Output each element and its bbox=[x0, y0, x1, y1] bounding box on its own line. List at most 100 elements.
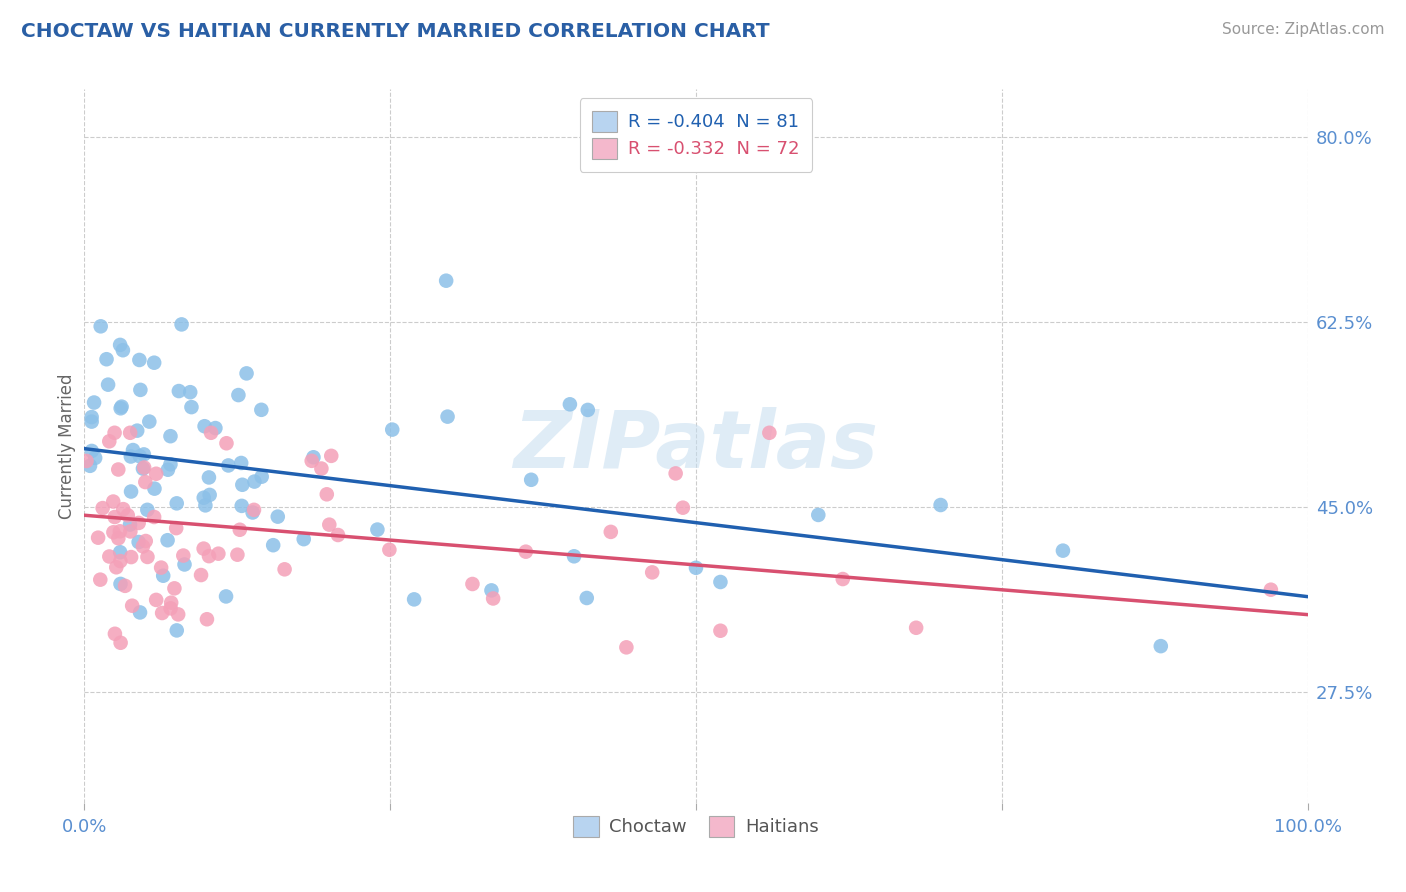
Point bbox=[83, 395, 105, 409]
Point bbox=[1052, 543, 1074, 558]
Point bbox=[170, 318, 193, 332]
Text: Source: ZipAtlas.com: Source: ZipAtlas.com bbox=[1222, 22, 1385, 37]
Point bbox=[215, 436, 238, 450]
Point bbox=[576, 403, 599, 417]
Point bbox=[156, 463, 179, 477]
Point bbox=[108, 524, 131, 539]
Point bbox=[198, 549, 221, 563]
Point bbox=[121, 599, 143, 613]
Point bbox=[434, 274, 457, 288]
Point bbox=[758, 425, 780, 440]
Point bbox=[159, 601, 181, 615]
Point bbox=[599, 524, 621, 539]
Point bbox=[110, 554, 132, 568]
Point bbox=[172, 549, 194, 563]
Point bbox=[273, 562, 295, 576]
Point bbox=[461, 577, 484, 591]
Point bbox=[520, 473, 543, 487]
Point bbox=[709, 574, 731, 589]
Point bbox=[120, 425, 142, 440]
Point bbox=[128, 516, 150, 530]
Point bbox=[166, 624, 188, 638]
Point bbox=[134, 475, 156, 489]
Point bbox=[110, 636, 132, 650]
Point bbox=[311, 461, 333, 475]
Point bbox=[143, 482, 166, 496]
Point bbox=[163, 582, 186, 596]
Point bbox=[150, 560, 173, 574]
Point bbox=[114, 579, 136, 593]
Point bbox=[129, 383, 152, 397]
Point bbox=[562, 549, 585, 564]
Point bbox=[180, 400, 202, 414]
Point bbox=[135, 534, 157, 549]
Point bbox=[80, 444, 103, 458]
Point bbox=[128, 535, 150, 549]
Point bbox=[301, 454, 323, 468]
Point bbox=[79, 458, 101, 473]
Point bbox=[575, 591, 598, 605]
Point bbox=[108, 338, 131, 352]
Point bbox=[321, 449, 343, 463]
Point bbox=[89, 573, 111, 587]
Point bbox=[84, 450, 107, 465]
Point bbox=[292, 532, 315, 546]
Point bbox=[143, 356, 166, 370]
Y-axis label: Currently Married: Currently Married bbox=[58, 373, 76, 519]
Point bbox=[515, 544, 537, 558]
Point bbox=[302, 450, 325, 465]
Point bbox=[165, 521, 187, 535]
Point bbox=[120, 524, 142, 539]
Point bbox=[190, 568, 212, 582]
Point bbox=[127, 424, 149, 438]
Point bbox=[98, 434, 121, 449]
Point bbox=[159, 429, 181, 443]
Point bbox=[152, 568, 174, 582]
Point bbox=[104, 425, 127, 440]
Point bbox=[159, 457, 181, 471]
Point bbox=[616, 640, 638, 655]
Point bbox=[91, 501, 114, 516]
Text: CHOCTAW VS HAITIAN CURRENTLY MARRIED CORRELATION CHART: CHOCTAW VS HAITIAN CURRENTLY MARRIED COR… bbox=[21, 22, 769, 41]
Point bbox=[136, 503, 159, 517]
Point bbox=[558, 397, 581, 411]
Point bbox=[231, 456, 253, 470]
Point bbox=[136, 549, 159, 564]
Point bbox=[98, 549, 121, 564]
Point bbox=[231, 499, 253, 513]
Point bbox=[326, 528, 349, 542]
Point bbox=[150, 606, 173, 620]
Point bbox=[1260, 582, 1282, 597]
Point bbox=[104, 627, 127, 641]
Point bbox=[179, 385, 201, 400]
Point bbox=[482, 591, 505, 606]
Point bbox=[641, 566, 664, 580]
Point bbox=[267, 509, 290, 524]
Point bbox=[831, 572, 853, 586]
Point bbox=[167, 607, 190, 622]
Point bbox=[156, 533, 179, 548]
Point bbox=[128, 353, 150, 368]
Point bbox=[672, 500, 695, 515]
Point bbox=[250, 469, 273, 483]
Point bbox=[87, 531, 110, 545]
Point bbox=[378, 542, 401, 557]
Text: ZIPatlas: ZIPatlas bbox=[513, 407, 879, 485]
Legend: Choctaw, Haitians: Choctaw, Haitians bbox=[567, 808, 825, 844]
Point bbox=[198, 470, 221, 484]
Point bbox=[231, 477, 253, 491]
Point bbox=[90, 319, 112, 334]
Point bbox=[198, 488, 221, 502]
Point bbox=[243, 503, 266, 517]
Point bbox=[166, 496, 188, 510]
Point bbox=[366, 523, 388, 537]
Point bbox=[120, 484, 142, 499]
Point bbox=[807, 508, 830, 522]
Point bbox=[103, 525, 125, 540]
Point bbox=[929, 498, 952, 512]
Point bbox=[120, 550, 142, 565]
Point bbox=[103, 494, 125, 508]
Point bbox=[1150, 639, 1173, 653]
Point bbox=[207, 547, 229, 561]
Point bbox=[118, 517, 141, 532]
